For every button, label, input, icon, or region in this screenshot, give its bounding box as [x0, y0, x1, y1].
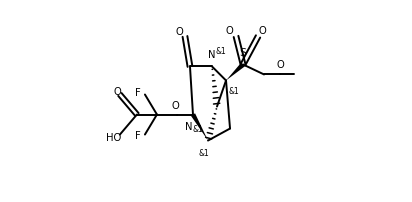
Text: &1: &1	[228, 87, 239, 96]
Text: F: F	[135, 130, 140, 140]
Text: O: O	[276, 60, 284, 70]
Text: O: O	[226, 26, 234, 36]
Text: HO: HO	[106, 132, 122, 142]
Text: F: F	[135, 88, 140, 98]
Text: O: O	[113, 87, 121, 97]
Text: &1: &1	[198, 149, 209, 158]
Text: O: O	[171, 100, 179, 110]
Text: &1: &1	[193, 124, 204, 133]
Text: S: S	[240, 48, 246, 58]
Polygon shape	[226, 63, 245, 81]
Text: O: O	[175, 27, 183, 37]
Polygon shape	[191, 114, 208, 141]
Text: N: N	[185, 121, 193, 131]
Text: O: O	[259, 26, 266, 36]
Text: N: N	[208, 50, 216, 60]
Text: &1: &1	[215, 47, 226, 56]
